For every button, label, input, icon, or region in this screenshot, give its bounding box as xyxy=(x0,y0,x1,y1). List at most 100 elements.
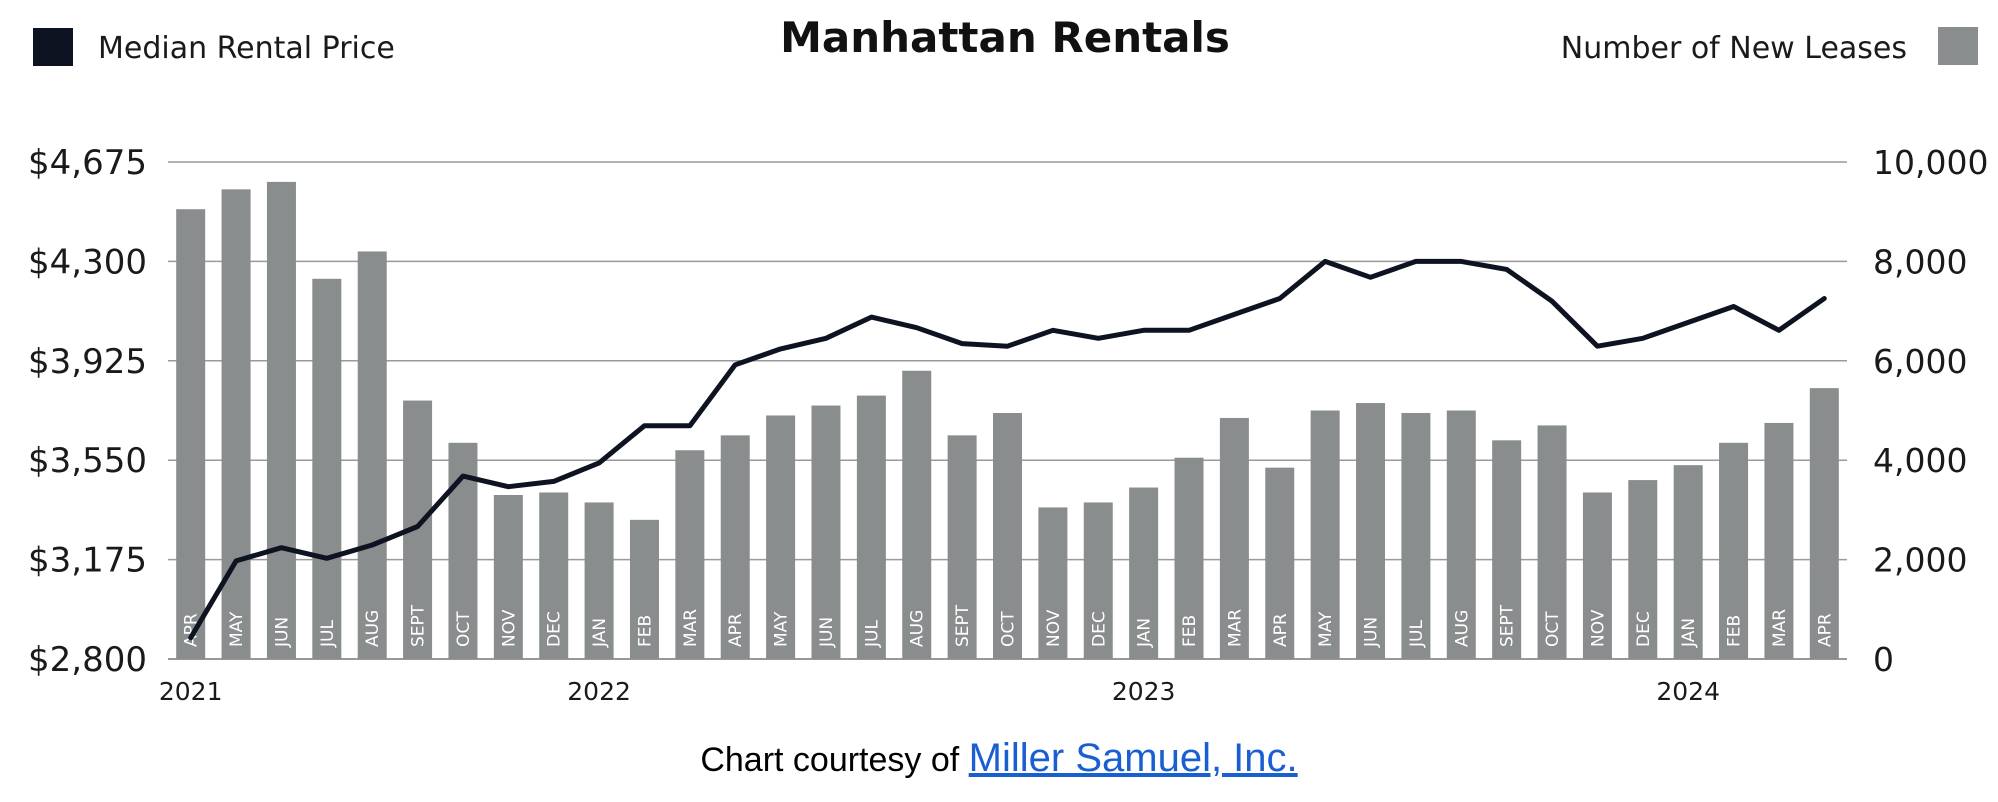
bar-33 xyxy=(1673,465,1703,659)
month-label-15: JUL xyxy=(862,620,882,648)
bar-11 xyxy=(675,450,705,659)
month-label-36: APR xyxy=(1815,613,1835,647)
month-label-19: NOV xyxy=(1044,609,1064,647)
month-label-16: AUG xyxy=(908,610,928,647)
month-label-4: AUG xyxy=(363,610,383,647)
left-tick-4: $4,300 xyxy=(28,242,147,282)
line-series-median-price xyxy=(188,258,1827,641)
bar-26 xyxy=(1356,403,1386,659)
month-label-3: JUL xyxy=(318,620,338,648)
bar-15 xyxy=(856,395,886,659)
bar-9 xyxy=(584,502,614,659)
bar-series-new-leases xyxy=(176,181,1839,659)
bar-16 xyxy=(902,370,932,659)
bar-23 xyxy=(1219,417,1249,659)
bar-0 xyxy=(176,209,206,659)
legend-label-new-leases: Number of New Leases xyxy=(1561,31,1907,66)
month-label-33: JAN xyxy=(1679,618,1699,648)
month-label-24: APR xyxy=(1271,613,1291,647)
bar-3 xyxy=(312,278,342,659)
miller-samuel-link[interactable]: Miller Samuel, Inc. xyxy=(968,736,1298,780)
right-tick-4: 8,000 xyxy=(1873,242,1967,281)
month-label-30: OCT xyxy=(1543,611,1563,647)
left-tick-1: $3,175 xyxy=(28,541,147,581)
bar-32 xyxy=(1628,480,1658,659)
month-label-0: APR xyxy=(182,613,202,647)
bar-36 xyxy=(1809,388,1839,659)
month-label-5: SEPT xyxy=(409,604,429,647)
month-label-31: NOV xyxy=(1588,609,1608,647)
year-label-2022: 2022 xyxy=(567,677,631,706)
bar-7 xyxy=(493,494,523,659)
month-label-32: DEC xyxy=(1634,611,1654,647)
footer-credit: Chart courtesy of Miller Samuel, Inc. xyxy=(0,736,1998,781)
left-tick-5: $4,675 xyxy=(28,143,147,183)
month-label-17: SEPT xyxy=(953,604,973,647)
month-label-6: OCT xyxy=(454,611,474,647)
month-label-21: JAN xyxy=(1135,618,1155,648)
bar-30 xyxy=(1537,425,1567,659)
right-tick-2: 4,000 xyxy=(1873,441,1967,480)
legend-label-median-price: Median Rental Price xyxy=(98,31,395,66)
legend-swatch-new-leases xyxy=(1938,27,1978,65)
right-axis-ticks: 0 2,000 4,000 6,000 8,000 10,000 xyxy=(1873,143,1988,679)
left-axis-ticks: $2,800 $3,175 $3,550 $3,925 $4,300 $4,675 xyxy=(28,143,147,680)
bar-31 xyxy=(1582,492,1612,659)
bar-2 xyxy=(266,181,296,659)
month-label-12: APR xyxy=(726,613,746,647)
month-label-1: MAY xyxy=(227,611,247,647)
left-tick-0: $2,800 xyxy=(28,640,147,680)
month-label-8: DEC xyxy=(545,611,565,647)
month-label-27: JUL xyxy=(1407,620,1427,648)
month-label-10: FEB xyxy=(635,615,655,647)
bar-18 xyxy=(993,412,1022,659)
bar-20 xyxy=(1083,502,1113,659)
right-tick-5: 10,000 xyxy=(1873,143,1988,182)
month-label-23: MAR xyxy=(1225,609,1245,647)
bar-8 xyxy=(539,492,569,659)
bar-21 xyxy=(1129,487,1159,659)
bar-35 xyxy=(1764,422,1794,659)
month-label-2: JUN xyxy=(272,617,292,648)
bar-29 xyxy=(1492,440,1522,659)
year-label-2024: 2024 xyxy=(1656,677,1720,706)
month-label-22: FEB xyxy=(1180,615,1200,647)
month-label-28: AUG xyxy=(1452,610,1472,647)
month-label-13: MAY xyxy=(772,611,792,647)
month-label-18: OCT xyxy=(999,611,1019,647)
month-label-35: MAR xyxy=(1770,609,1790,647)
month-labels: APR MAY JUN JUL AUG SEPT OCT NOV DEC JAN FEB MAR APR… xyxy=(182,604,1836,648)
bar-1 xyxy=(221,189,251,659)
bar-28 xyxy=(1446,410,1476,659)
bar-12 xyxy=(720,435,750,659)
month-label-34: FEB xyxy=(1725,615,1745,647)
chart: Median Rental Price Manhattan Rentals Nu… xyxy=(28,13,1988,706)
right-tick-3: 6,000 xyxy=(1873,342,1967,381)
bar-25 xyxy=(1310,410,1340,659)
left-tick-3: $3,925 xyxy=(28,342,147,382)
chart-title: Manhattan Rentals xyxy=(780,13,1230,62)
month-label-11: MAR xyxy=(681,609,701,647)
bar-13 xyxy=(766,415,796,659)
month-label-14: JUN xyxy=(817,617,837,648)
price-line xyxy=(188,258,1827,641)
year-label-2023: 2023 xyxy=(1112,677,1176,706)
left-tick-2: $3,550 xyxy=(28,441,147,481)
year-label-2021: 2021 xyxy=(159,677,223,706)
bar-17 xyxy=(947,435,977,659)
month-label-9: JAN xyxy=(590,618,610,648)
bar-24 xyxy=(1265,467,1295,659)
legend-swatch-median-price xyxy=(33,28,73,66)
bar-14 xyxy=(811,405,841,659)
bar-19 xyxy=(1038,507,1068,659)
bar-22 xyxy=(1174,457,1204,659)
footer-prefix: Chart courtesy of xyxy=(700,741,969,779)
month-label-26: JUN xyxy=(1362,617,1382,648)
month-label-20: DEC xyxy=(1089,611,1109,647)
month-label-25: MAY xyxy=(1316,611,1336,647)
bar-34 xyxy=(1719,442,1749,659)
bar-4 xyxy=(357,251,387,659)
month-label-7: NOV xyxy=(499,609,519,647)
right-tick-1: 2,000 xyxy=(1873,541,1967,580)
month-label-29: SEPT xyxy=(1498,604,1518,647)
